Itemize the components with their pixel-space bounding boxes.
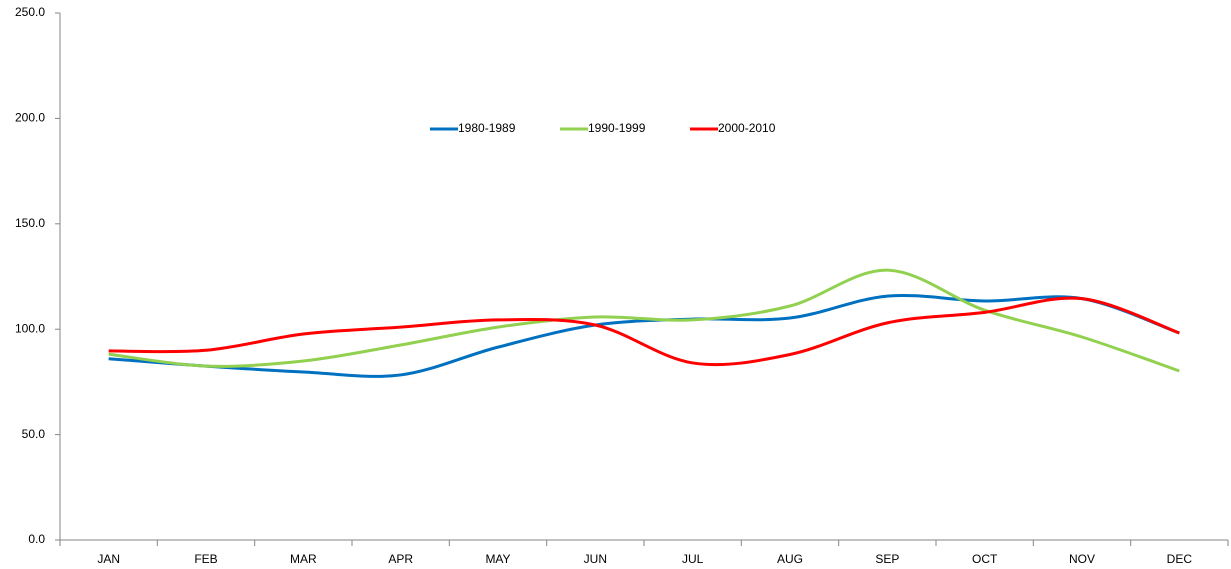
x-tick-label: MAR xyxy=(290,552,317,566)
x-tick-label: MAY xyxy=(485,552,510,566)
x-tick-label: JUN xyxy=(584,552,607,566)
x-tick-label: SEP xyxy=(875,552,899,566)
x-tick-label: NOV xyxy=(1069,552,1095,566)
y-tick-label: 100.0 xyxy=(15,321,45,335)
x-tick-label: OCT xyxy=(972,552,998,566)
y-tick-label: 150.0 xyxy=(15,216,45,230)
x-tick-label: APR xyxy=(388,552,413,566)
legend-label: 1980-1989 xyxy=(458,121,516,135)
x-tick-label: JAN xyxy=(97,552,120,566)
series-line xyxy=(108,268,1180,373)
x-tick-label: AUG xyxy=(777,552,803,566)
series-line xyxy=(108,296,1180,367)
legend-label: 1990-1999 xyxy=(588,121,646,135)
y-tick-label: 200.0 xyxy=(15,111,45,125)
y-tick-label: 50.0 xyxy=(22,427,46,441)
x-tick-label: FEB xyxy=(194,552,217,566)
legend-label: 2000-2010 xyxy=(718,121,776,135)
series-line xyxy=(108,293,1180,378)
x-tick-label: JUL xyxy=(682,552,704,566)
y-tick-label: 0.0 xyxy=(28,532,45,546)
x-tick-label: DEC xyxy=(1167,552,1193,566)
y-tick-label: 250.0 xyxy=(15,5,45,19)
